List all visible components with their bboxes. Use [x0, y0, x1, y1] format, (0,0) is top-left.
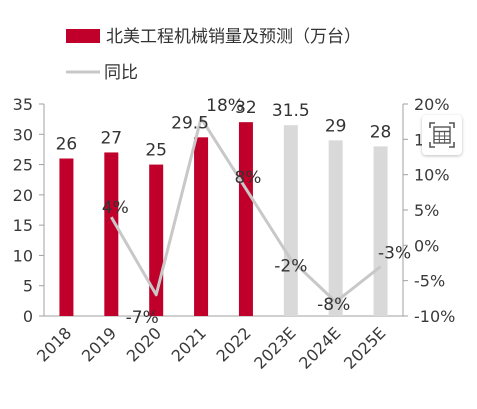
left-tick-label: 25 — [13, 156, 33, 175]
right-tick-label: 5% — [414, 201, 439, 220]
x-tick-label-2022: 2022 — [213, 323, 255, 365]
right-tick-label: 20% — [414, 95, 450, 114]
right-tick-label: -5% — [414, 272, 445, 291]
x-tick-label-2018: 2018 — [33, 323, 75, 365]
bar-value-label-2018: 26 — [56, 135, 78, 155]
x-tick-label-2020: 2020 — [123, 323, 165, 365]
bar-value-label-2020: 25 — [145, 141, 167, 161]
right-tick-label: 0% — [414, 236, 439, 255]
left-tick-label: 15 — [13, 216, 33, 235]
calculator-icon — [429, 122, 455, 148]
bar-value-label-2025E: 28 — [370, 122, 392, 142]
left-tick-label: 5 — [23, 277, 33, 296]
bar-2023E — [283, 125, 298, 316]
right-tick-label: 10% — [414, 166, 450, 185]
bar-2018 — [59, 158, 74, 316]
legend-swatch-bar — [66, 29, 100, 43]
bar-value-label-2019: 27 — [100, 128, 122, 148]
x-tick-label-2021: 2021 — [168, 323, 210, 365]
yoy-value-label-2023E: -2% — [274, 256, 307, 276]
left-tick-label: 10 — [13, 246, 33, 265]
bar-2025E — [373, 146, 388, 316]
x-tick-label-2023E: 2023E — [250, 323, 299, 372]
bar-2019 — [104, 152, 119, 316]
left-tick-label: 35 — [13, 95, 33, 114]
x-tick-label-2019: 2019 — [78, 323, 120, 365]
bar-2024E — [328, 140, 343, 316]
yoy-value-label-2021: 18% — [206, 96, 244, 116]
bar-2022 — [238, 122, 253, 317]
left-tick-label: 20 — [13, 186, 33, 205]
x-tick-label-2025E: 2025E — [340, 323, 389, 372]
yoy-value-label-2019: 4% — [102, 198, 129, 218]
bar-value-label-2022: 32 — [235, 98, 257, 118]
yoy-value-label-2022: 8% — [234, 168, 261, 188]
yoy-value-label-2025E: -3% — [378, 244, 411, 264]
bar-value-label-2024E: 29 — [325, 116, 347, 136]
legend-label-line: 同比 — [104, 63, 138, 83]
bar-value-label-2021: 29.5 — [171, 113, 209, 133]
bar-2021 — [194, 137, 209, 316]
yoy-value-label-2024E: -8% — [317, 295, 350, 315]
calculator-widget-button[interactable] — [422, 115, 462, 155]
left-tick-label: 30 — [13, 125, 33, 144]
yoy-line — [110, 116, 382, 304]
x-tick-label-2024E: 2024E — [295, 323, 344, 372]
right-tick-label: -10% — [414, 307, 455, 326]
legend-label-bar: 北美工程机械销量及预测（万台） — [106, 27, 361, 47]
bar-value-label-2023E: 31.5 — [272, 101, 310, 121]
yoy-value-label-2020: -7% — [126, 308, 159, 328]
left-tick-label: 0 — [23, 307, 33, 326]
